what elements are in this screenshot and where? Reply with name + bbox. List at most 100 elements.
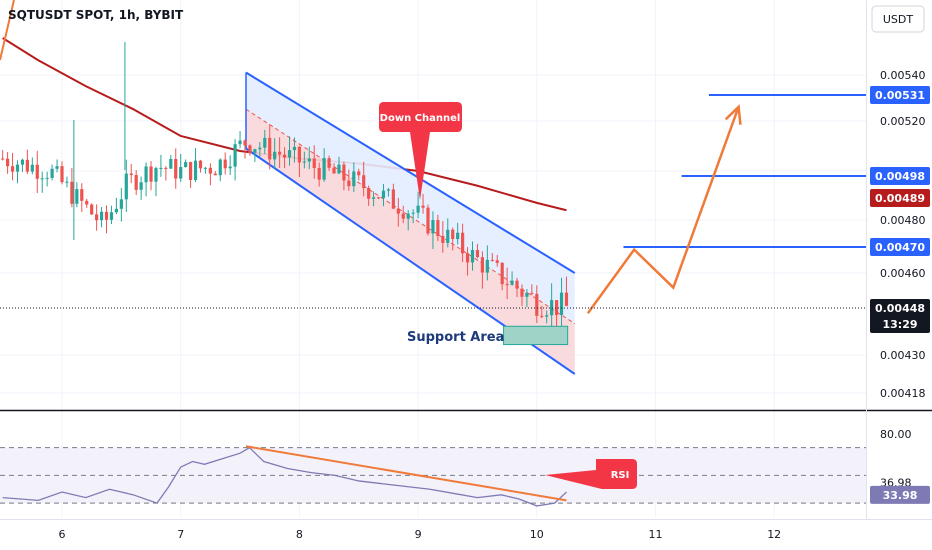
candle-down bbox=[367, 188, 371, 199]
time-tick-label: 6 bbox=[59, 528, 66, 541]
candle-down bbox=[164, 167, 168, 169]
time-tick-label: 8 bbox=[296, 528, 303, 541]
candle-up bbox=[485, 259, 489, 273]
candle-down bbox=[441, 235, 445, 243]
down-channel-callout: Down Channel bbox=[379, 102, 462, 200]
candle-up bbox=[159, 167, 163, 169]
overlays bbox=[0, 94, 866, 346]
candle-down bbox=[391, 189, 395, 209]
rsi-line bbox=[2, 446, 567, 507]
candle-up bbox=[253, 149, 257, 153]
candle-up bbox=[119, 199, 123, 209]
rsi-pane bbox=[0, 445, 866, 507]
candle-down bbox=[475, 249, 480, 258]
candle-down bbox=[80, 189, 84, 201]
currency-button-label[interactable]: USDT bbox=[883, 13, 914, 26]
candle-up bbox=[381, 190, 386, 199]
candle-down bbox=[297, 146, 301, 163]
support-area-label: Support Area bbox=[407, 330, 504, 345]
candle-down bbox=[208, 167, 212, 174]
candle-up bbox=[184, 162, 188, 167]
candle-up bbox=[218, 159, 222, 176]
candle-up bbox=[352, 171, 356, 187]
candle-down bbox=[213, 173, 217, 176]
candle-down bbox=[134, 174, 138, 190]
support-area-box bbox=[503, 325, 569, 346]
candle-up bbox=[40, 178, 44, 180]
candle-up bbox=[45, 177, 49, 179]
candle-down bbox=[223, 159, 227, 169]
candle-down bbox=[85, 200, 89, 205]
candle-up bbox=[179, 166, 183, 179]
price-tag-last bbox=[870, 299, 930, 333]
candle-down bbox=[312, 158, 316, 169]
candle-up bbox=[99, 211, 104, 221]
candle-up bbox=[238, 140, 242, 145]
candle-up bbox=[55, 166, 59, 169]
candle-down bbox=[10, 166, 15, 172]
candle-down bbox=[505, 284, 509, 286]
candle-up bbox=[75, 189, 79, 204]
candle-down bbox=[451, 229, 455, 240]
candle-down bbox=[540, 315, 544, 317]
rsi-tick-label: 80.00 bbox=[880, 428, 912, 441]
down-channel-label: Down Channel bbox=[380, 113, 461, 124]
candle-down bbox=[188, 162, 193, 180]
candle-up bbox=[446, 229, 450, 243]
price-tag-label: 0.00448 bbox=[875, 302, 925, 315]
candle-up bbox=[139, 182, 143, 190]
candle-down bbox=[342, 164, 346, 181]
candle-down bbox=[248, 145, 252, 153]
candle-down bbox=[490, 259, 494, 261]
time-tick-label: 9 bbox=[415, 528, 422, 541]
candle-down bbox=[426, 207, 430, 234]
rsi-value-label: 33.98 bbox=[883, 489, 918, 502]
candle-up bbox=[510, 280, 514, 285]
candle-up bbox=[124, 173, 128, 200]
candle-down bbox=[347, 180, 351, 187]
candle-down bbox=[515, 280, 519, 289]
time-tick-label: 12 bbox=[767, 528, 781, 541]
candle-down bbox=[149, 166, 153, 182]
price-tag-target2 bbox=[870, 167, 930, 185]
candle-up bbox=[50, 168, 54, 178]
candle-up bbox=[456, 232, 460, 240]
rsi-callout-shape bbox=[545, 459, 637, 489]
projection-arrowhead bbox=[724, 104, 742, 125]
candle-down bbox=[70, 181, 74, 204]
candle-down bbox=[421, 205, 425, 208]
candle-up bbox=[273, 151, 277, 160]
candle-down bbox=[376, 197, 381, 199]
price-tag-label: 0.00498 bbox=[875, 170, 925, 183]
price-tick-label: 0.00540 bbox=[880, 69, 926, 82]
candle-up bbox=[386, 189, 391, 191]
candle-down bbox=[129, 173, 133, 175]
candle-up bbox=[302, 161, 306, 163]
candle-down bbox=[436, 220, 440, 236]
candle-down bbox=[495, 260, 499, 263]
candle-up bbox=[470, 249, 475, 263]
candle-down bbox=[362, 175, 366, 189]
price-tick-label: 0.00430 bbox=[880, 349, 926, 362]
candle-up bbox=[371, 197, 376, 199]
price-tick-label: 0.00480 bbox=[880, 214, 926, 227]
price-tag-label: 0.00489 bbox=[875, 192, 925, 205]
candle-up bbox=[20, 159, 25, 165]
candle-down bbox=[104, 211, 109, 220]
candle-down bbox=[278, 151, 282, 155]
candle-down bbox=[401, 213, 405, 219]
candle-up bbox=[411, 212, 415, 214]
candle-down bbox=[465, 253, 470, 263]
candle-down bbox=[60, 166, 64, 183]
time-tick-label: 11 bbox=[649, 528, 663, 541]
candle-up bbox=[337, 164, 341, 174]
candle-down bbox=[282, 154, 287, 158]
candle-up bbox=[65, 181, 69, 183]
candle-up bbox=[416, 205, 420, 213]
chart-title: SQTUSDT SPOT, 1h, BYBIT bbox=[8, 8, 184, 22]
currency-button-box[interactable] bbox=[871, 5, 925, 33]
currency-button[interactable]: USDT bbox=[871, 5, 925, 33]
